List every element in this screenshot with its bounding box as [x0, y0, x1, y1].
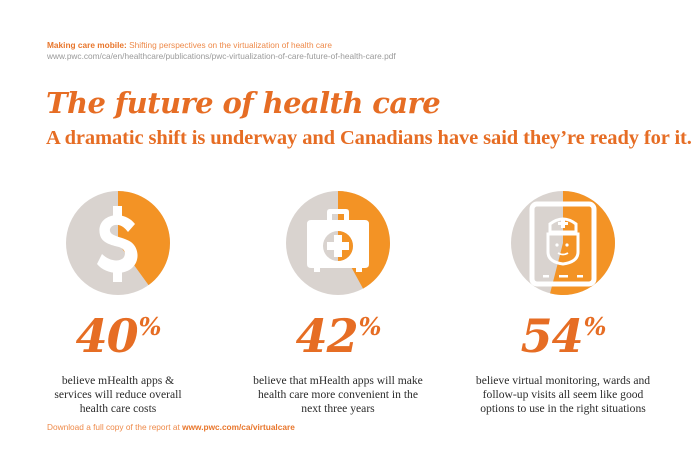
stat-percentage: 40% — [8, 309, 228, 363]
description-line: believe mHealth apps & — [61, 374, 175, 387]
page-title: The future of health care — [46, 86, 441, 120]
description-line: believe that mHealth apps will make — [253, 374, 423, 387]
dollar-icon — [97, 206, 138, 282]
tablet-nurse-icon — [529, 201, 597, 287]
stat-description: believe mHealth apps & services will red… — [8, 374, 228, 416]
cross-icon — [327, 235, 349, 257]
donut-fill-segment — [550, 191, 615, 295]
medical-kit-icon — [307, 209, 369, 272]
download-footer: Download a full copy of the report at ww… — [47, 422, 295, 432]
description-line: options to use in the right situations — [480, 402, 646, 415]
description-line: services will reduce overall — [54, 388, 182, 401]
stat-description: believe virtual monitoring, wards and fo… — [453, 374, 673, 416]
description-line: follow-up visits all seem like good — [482, 388, 644, 401]
percent-sign: % — [358, 312, 382, 341]
description-line: health care more convenient in the — [258, 388, 418, 401]
report-link[interactable]: www.pwc.com/ca/virtualcare — [182, 422, 295, 432]
description-line: believe virtual monitoring, wards and — [475, 374, 651, 387]
source-citation: Making care mobile: Shifting perspective… — [47, 40, 396, 62]
source-title: Shifting perspectives on the virtualizat… — [129, 40, 333, 50]
stat-description: believe that mHealth apps will make heal… — [228, 374, 448, 416]
donut-virtual-care — [511, 191, 615, 295]
donut-costs — [66, 191, 170, 295]
stat-number: 54 — [520, 309, 584, 363]
stat-number: 40 — [75, 309, 139, 363]
page-subtitle: A dramatic shift is underway and Canadia… — [46, 127, 692, 149]
source-lead: Making care mobile: — [47, 40, 127, 50]
stat-percentage: 54% — [453, 309, 673, 363]
stat-block-convenience: 42% believe that mHealth apps will make … — [228, 190, 448, 416]
description-line: next three years — [301, 402, 375, 415]
stat-block-virtual-care: 54% believe virtual monitoring, wards an… — [453, 190, 673, 416]
description-line: health care costs — [79, 402, 157, 415]
footer-text: Download a full copy of the report at — [47, 422, 180, 432]
stat-number: 42 — [295, 309, 359, 363]
stat-percentage: 42% — [228, 309, 448, 363]
percent-sign: % — [138, 312, 162, 341]
stat-block-costs: 40% believe mHealth apps & services will… — [8, 190, 228, 416]
donut-convenience — [286, 191, 391, 295]
source-url[interactable]: www.pwc.com/ca/en/healthcare/publication… — [47, 51, 396, 61]
donut-fill-segment — [118, 191, 170, 286]
percent-sign: % — [583, 312, 607, 341]
